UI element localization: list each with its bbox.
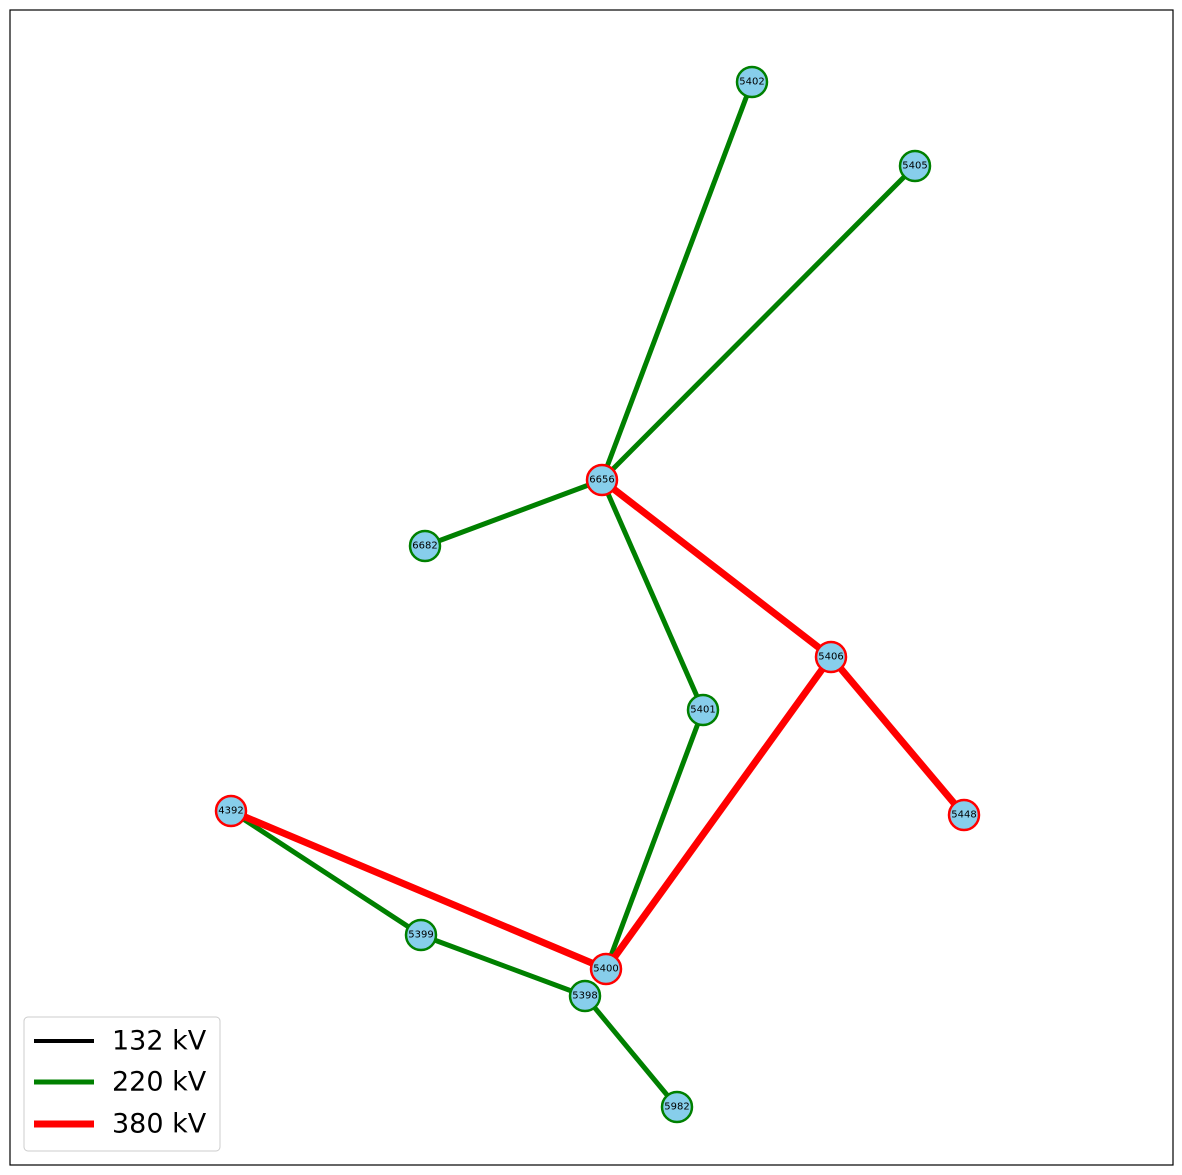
node-circle-5399 [404, 918, 438, 952]
node-label-5402: 5402 [739, 77, 764, 88]
edge-6656-5406 [599, 477, 834, 660]
node-circle-5448 [947, 798, 981, 832]
edge-6656-5401 [599, 478, 706, 712]
edge-4392-5400 [229, 807, 608, 973]
edge-6656-5402 [599, 81, 755, 481]
node-circle-5982 [660, 1090, 694, 1124]
node-5982: 5982 [660, 1090, 694, 1124]
node-label-5398: 5398 [572, 991, 597, 1002]
node-circle-5406 [814, 640, 848, 674]
node-5402: 5402 [735, 65, 769, 99]
node-circle-5400 [589, 952, 623, 986]
node-4392: 4392 [214, 794, 248, 828]
node-circle-4392 [214, 794, 248, 828]
node-circle-5398 [568, 979, 602, 1013]
edges-layer [229, 81, 967, 1109]
node-circle-5401 [686, 693, 720, 727]
node-5406: 5406 [814, 640, 848, 674]
edge-5399-5398 [420, 932, 586, 999]
node-label-6656: 6656 [589, 475, 614, 486]
node-label-6682: 6682 [412, 541, 437, 552]
node-6656: 6656 [585, 463, 619, 497]
node-label-5400: 5400 [593, 964, 618, 975]
legend: 132 kV 220 kV 380 kV [23, 1016, 221, 1152]
edge-4392-5399 [229, 808, 423, 938]
node-5399: 5399 [404, 918, 438, 952]
legend-label-380: 380 kV [112, 1109, 207, 1140]
node-6682: 6682 [408, 529, 442, 563]
node-label-5399: 5399 [408, 930, 433, 941]
node-label-5982: 5982 [664, 1102, 689, 1113]
node-5405: 5405 [898, 149, 932, 183]
legend-box [23, 1016, 221, 1152]
node-circle-5405 [898, 149, 932, 183]
node-5448: 5448 [947, 798, 981, 832]
legend-label-220: 220 kV [112, 1067, 207, 1098]
node-label-5405: 5405 [902, 161, 927, 172]
node-circle-6656 [585, 463, 619, 497]
legend-label-132: 132 kV [112, 1026, 207, 1057]
plot-frame [9, 9, 1174, 1166]
edge-5398-5982 [583, 994, 679, 1109]
nodes-layer: 5402 5405 6656 6682 5406 5401 4392 5448 5399 5400… [214, 65, 981, 1124]
node-circle-5402 [735, 65, 769, 99]
node-label-5406: 5406 [818, 652, 843, 663]
node-label-5401: 5401 [690, 705, 715, 716]
node-circle-6682 [408, 529, 442, 563]
node-label-4392: 4392 [218, 806, 243, 817]
edge-5406-5448 [828, 654, 967, 818]
edge-5401-5400 [603, 709, 706, 970]
edge-5406-5400 [603, 654, 834, 972]
node-5398: 5398 [568, 979, 602, 1013]
node-label-5448: 5448 [951, 810, 976, 821]
edge-6656-6682 [424, 477, 603, 549]
node-5401: 5401 [686, 693, 720, 727]
edge-6656-5405 [600, 164, 917, 482]
node-5400: 5400 [589, 952, 623, 986]
